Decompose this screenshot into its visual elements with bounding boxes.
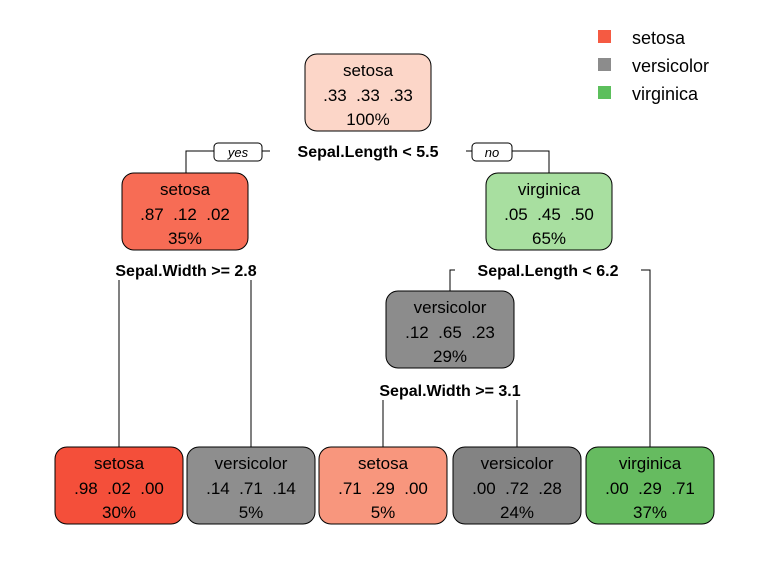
tree-leaf-7: virginica .00 .29 .71 37% bbox=[585, 446, 715, 525]
legend-swatch-setosa bbox=[598, 30, 611, 43]
split-label-left: Sepal.Width >= 2.8 bbox=[90, 260, 282, 280]
legend-item-virginica: virginica bbox=[598, 84, 699, 104]
tree-node-n3: virginica .05 .45 .50 65% bbox=[485, 172, 613, 251]
split-text-root: Sepal.Length < 5.5 bbox=[298, 144, 439, 161]
node-class-leaf5: versicolor bbox=[215, 454, 288, 473]
no-label: no bbox=[485, 145, 499, 160]
split-text-right: Sepal.Length < 6.2 bbox=[478, 263, 619, 280]
node-box-n2 bbox=[121, 172, 249, 251]
legend-swatch-versicolor bbox=[598, 58, 611, 71]
node-pct-leaf12: 5% bbox=[371, 503, 396, 522]
tree-leaf-13: versicolor .00 .72 .28 24% bbox=[452, 446, 582, 525]
node-pct-n2: 35% bbox=[168, 229, 202, 248]
split-text-left: Sepal.Width >= 2.8 bbox=[115, 263, 256, 280]
node-probs-root: .33 .33 .33 bbox=[323, 86, 413, 105]
node-class-leaf13: versicolor bbox=[481, 454, 554, 473]
node-probs-leaf12: .71 .29 .00 bbox=[338, 479, 428, 498]
node-probs-n2: .87 .12 .02 bbox=[140, 205, 230, 224]
node-pct-n6: 29% bbox=[433, 347, 467, 366]
legend-label-versicolor: versicolor bbox=[632, 56, 709, 76]
node-box-n6 bbox=[385, 290, 515, 369]
split-label-right: Sepal.Length < 6.2 bbox=[455, 260, 641, 280]
node-box-leaf4 bbox=[54, 446, 184, 525]
legend-label-setosa: setosa bbox=[632, 28, 686, 48]
node-probs-leaf13: .00 .72 .28 bbox=[472, 479, 562, 498]
node-pct-leaf4: 30% bbox=[102, 503, 136, 522]
node-probs-leaf5: .14 .71 .14 bbox=[206, 479, 296, 498]
node-box-leaf12 bbox=[318, 446, 448, 525]
node-class-leaf4: setosa bbox=[94, 454, 145, 473]
node-class-root: setosa bbox=[343, 61, 394, 80]
legend-label-virginica: virginica bbox=[632, 84, 699, 104]
no-tag: no bbox=[471, 142, 513, 162]
tree-leaf-12: setosa .71 .29 .00 5% bbox=[318, 446, 448, 525]
node-probs-n6: .12 .65 .23 bbox=[405, 323, 495, 342]
legend-swatch-virginica bbox=[598, 86, 611, 99]
node-pct-leaf7: 37% bbox=[633, 503, 667, 522]
node-pct-leaf13: 24% bbox=[500, 503, 534, 522]
legend-item-versicolor: versicolor bbox=[598, 56, 709, 76]
node-pct-root: 100% bbox=[346, 110, 389, 129]
split-text-right-left: Sepal.Width >= 3.1 bbox=[379, 383, 520, 400]
node-class-n3: virginica bbox=[518, 180, 581, 199]
legend: setosa versicolor virginica bbox=[598, 28, 709, 104]
node-box-leaf13 bbox=[452, 446, 582, 525]
yes-tag: yes bbox=[213, 142, 263, 162]
node-class-n6: versicolor bbox=[414, 298, 487, 317]
tree-node-root: setosa .33 .33 .33 100% bbox=[304, 53, 432, 132]
split-label-root: Sepal.Length < 5.5 bbox=[270, 141, 466, 161]
yes-label: yes bbox=[227, 145, 249, 160]
node-class-leaf12: setosa bbox=[358, 454, 409, 473]
tree-leaf-4: setosa .98 .02 .00 30% bbox=[54, 446, 184, 525]
node-pct-leaf5: 5% bbox=[239, 503, 264, 522]
split-label-right-left: Sepal.Width >= 3.1 bbox=[354, 380, 546, 400]
node-box-n3 bbox=[485, 172, 613, 251]
tree-node-n6: versicolor .12 .65 .23 29% bbox=[385, 290, 515, 369]
node-probs-n3: .05 .45 .50 bbox=[504, 205, 594, 224]
node-pct-n3: 65% bbox=[532, 229, 566, 248]
node-class-n2: setosa bbox=[160, 180, 211, 199]
node-probs-leaf4: .98 .02 .00 bbox=[74, 479, 164, 498]
node-class-leaf7: virginica bbox=[619, 454, 682, 473]
node-box-root bbox=[304, 53, 432, 132]
edge-n3-to-leaf7 bbox=[637, 269, 651, 447]
tree-node-n2: setosa .87 .12 .02 35% bbox=[121, 172, 249, 251]
legend-item-setosa: setosa bbox=[598, 28, 686, 48]
tree-leaf-5: versicolor .14 .71 .14 5% bbox=[186, 446, 316, 525]
node-probs-leaf7: .00 .29 .71 bbox=[605, 479, 695, 498]
node-box-leaf7 bbox=[585, 446, 715, 525]
node-box-leaf5 bbox=[186, 446, 316, 525]
